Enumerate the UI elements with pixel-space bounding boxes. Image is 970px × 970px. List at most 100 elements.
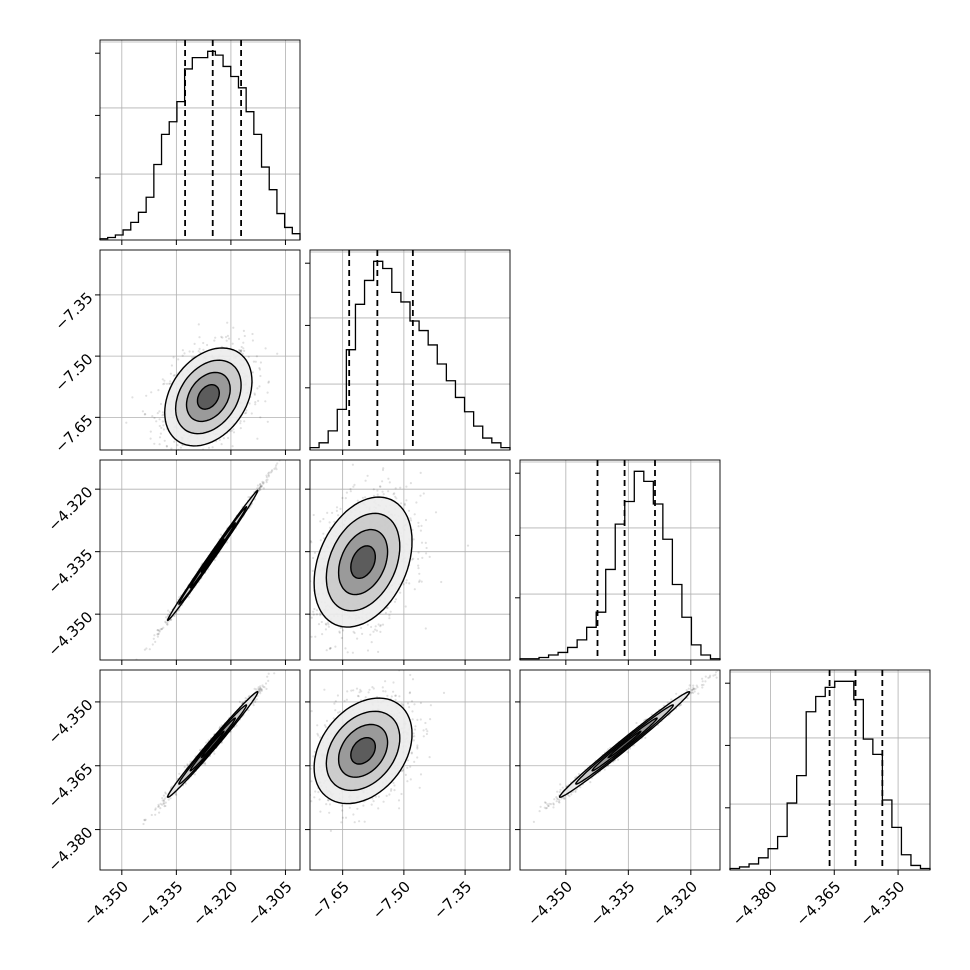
contour-level-2 bbox=[325, 512, 401, 612]
sample-point bbox=[215, 450, 217, 452]
sample-point bbox=[261, 480, 264, 483]
sample-point bbox=[181, 349, 184, 352]
sample-point bbox=[349, 490, 352, 493]
sample-point bbox=[166, 621, 169, 624]
sample-point bbox=[158, 473, 160, 475]
sample-point bbox=[335, 509, 338, 512]
sample-point bbox=[197, 472, 199, 474]
sample-point bbox=[259, 687, 262, 690]
sample-point bbox=[141, 410, 144, 413]
sample-point bbox=[421, 556, 424, 560]
sample-point bbox=[145, 647, 148, 650]
sample-point bbox=[259, 486, 262, 489]
sample-point bbox=[329, 647, 332, 650]
sample-point bbox=[257, 686, 260, 689]
sample-point bbox=[413, 588, 416, 591]
sample-point bbox=[292, 618, 294, 620]
contour-level-3 bbox=[313, 496, 413, 628]
sample-point bbox=[259, 484, 262, 487]
sample-point bbox=[319, 520, 322, 523]
contour-level-1 bbox=[185, 371, 231, 423]
sample-point bbox=[170, 618, 173, 621]
sample-point bbox=[382, 467, 385, 470]
sample-point bbox=[213, 339, 216, 342]
sample-point bbox=[403, 502, 406, 505]
sample-point bbox=[266, 478, 269, 481]
sample-point bbox=[258, 689, 261, 692]
sample-point bbox=[209, 452, 211, 454]
sample-point bbox=[258, 690, 261, 693]
sample-point bbox=[247, 709, 250, 712]
sample-point bbox=[153, 416, 156, 420]
sample-point bbox=[164, 801, 167, 804]
sample-point bbox=[319, 614, 322, 617]
sample-point bbox=[159, 802, 162, 806]
sample-point bbox=[407, 509, 411, 512]
sample-point bbox=[170, 786, 173, 789]
sample-point bbox=[411, 558, 414, 561]
sample-point bbox=[197, 451, 199, 453]
sample-point bbox=[324, 628, 327, 631]
sample-point bbox=[310, 541, 313, 544]
sample-point bbox=[370, 641, 373, 644]
sample-point bbox=[267, 474, 270, 477]
sample-point bbox=[187, 596, 191, 599]
sample-point bbox=[252, 704, 255, 707]
histogram-frame bbox=[729, 669, 931, 871]
sample-point bbox=[422, 492, 425, 495]
sample-point bbox=[162, 802, 165, 805]
sample-point bbox=[214, 336, 217, 339]
sample-point bbox=[400, 502, 403, 505]
sample-point bbox=[152, 637, 155, 640]
sample-point bbox=[150, 391, 153, 394]
sample-point bbox=[273, 672, 276, 675]
sample-point bbox=[254, 401, 257, 404]
sample-point bbox=[322, 532, 325, 535]
sample-point bbox=[185, 453, 187, 455]
sample-point bbox=[158, 629, 161, 632]
sample-point bbox=[364, 479, 367, 482]
sample-point bbox=[338, 630, 341, 633]
sample-point bbox=[169, 380, 172, 383]
histogram-panel-0 bbox=[99, 39, 301, 241]
sample-point bbox=[162, 800, 166, 803]
sample-point bbox=[169, 382, 172, 385]
sample-point bbox=[239, 422, 242, 425]
sample-point bbox=[166, 623, 169, 626]
sample-point bbox=[331, 511, 334, 514]
sample-point bbox=[260, 485, 263, 488]
sample-point bbox=[259, 485, 262, 488]
sample-point bbox=[266, 675, 269, 678]
sample-point bbox=[241, 352, 244, 355]
sample-point bbox=[302, 564, 304, 566]
sample-point bbox=[366, 649, 370, 652]
sample-point bbox=[267, 672, 270, 675]
sample-point bbox=[259, 687, 262, 690]
sample-point bbox=[344, 497, 347, 500]
sample-point bbox=[156, 633, 159, 636]
sample-point bbox=[267, 475, 270, 478]
sample-point bbox=[145, 394, 148, 397]
scatter-panel-1-0 bbox=[99, 249, 301, 475]
sample-point bbox=[222, 437, 225, 440]
sample-point bbox=[259, 374, 262, 378]
sample-point bbox=[183, 455, 185, 457]
sample-point bbox=[171, 457, 173, 459]
sample-point bbox=[254, 700, 257, 704]
sample-point bbox=[254, 360, 257, 363]
sample-point bbox=[312, 613, 315, 616]
sample-point bbox=[417, 525, 420, 528]
sample-point bbox=[387, 490, 390, 493]
sample-point bbox=[189, 760, 192, 763]
sample-point bbox=[131, 396, 134, 399]
sample-point bbox=[161, 803, 164, 806]
sample-point bbox=[415, 501, 418, 504]
sample-point bbox=[176, 444, 179, 447]
sample-point bbox=[258, 488, 261, 491]
sample-point bbox=[466, 544, 470, 547]
sample-point bbox=[193, 773, 196, 776]
sample-point bbox=[334, 645, 337, 648]
sample-point bbox=[161, 411, 164, 414]
sample-point bbox=[235, 724, 238, 727]
